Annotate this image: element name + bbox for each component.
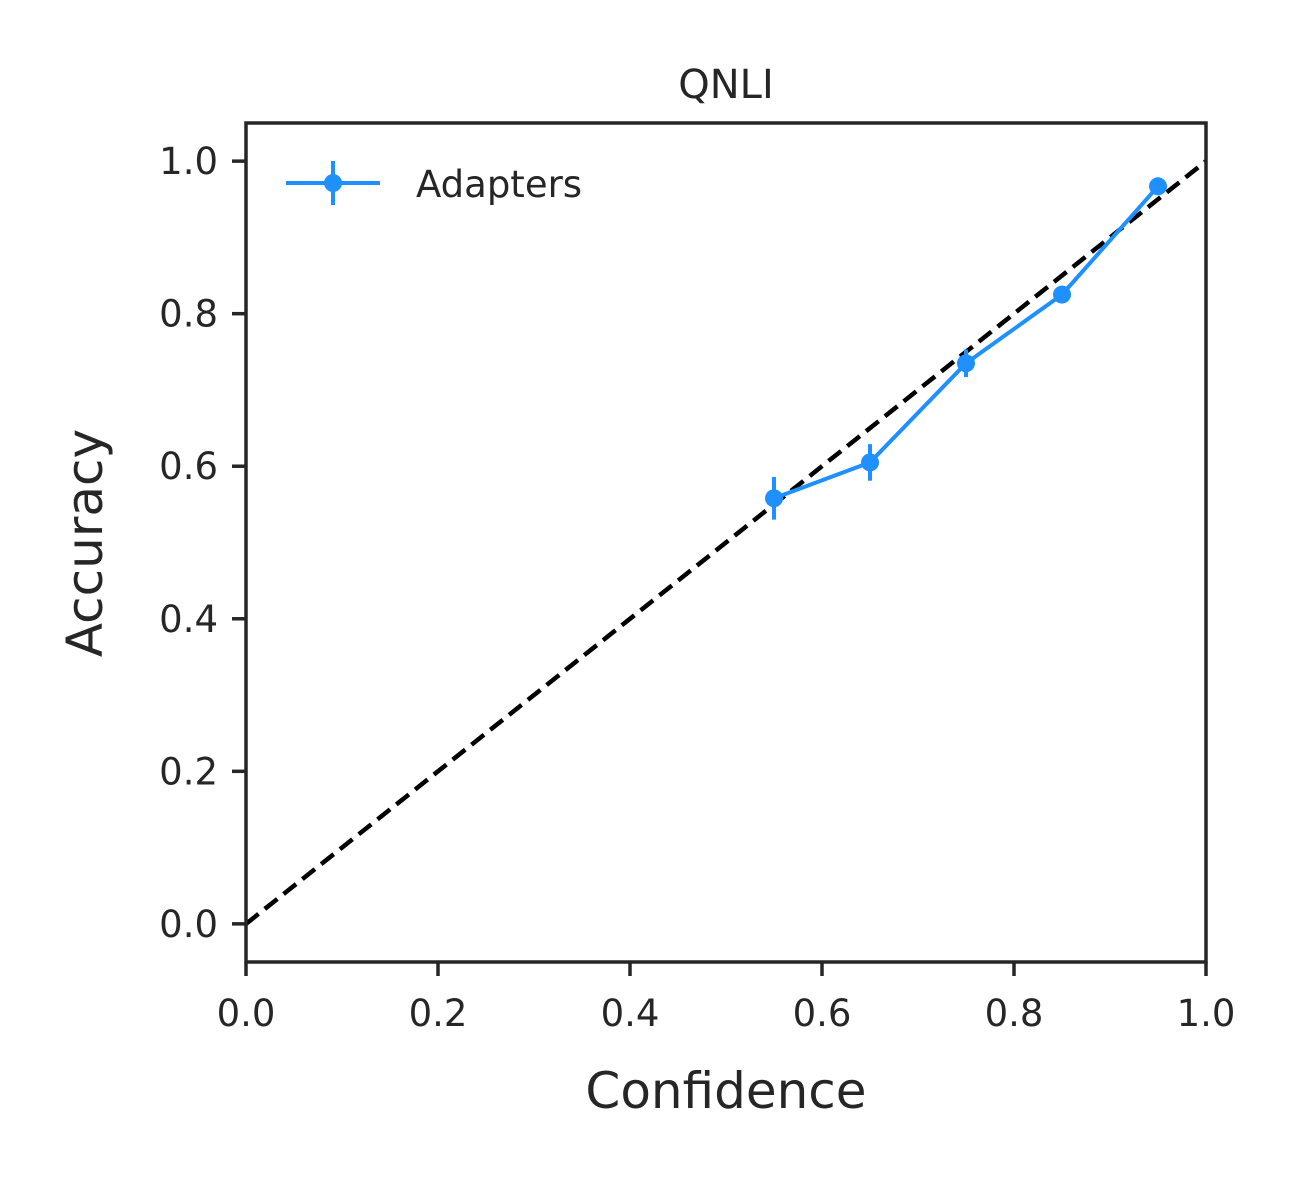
y-tick-label: 0.8 (159, 293, 218, 336)
y-axis-label: Accuracy (56, 429, 114, 657)
data-point (1149, 177, 1167, 196)
y-tick-label: 0.4 (159, 598, 218, 641)
perfect-calibration-line (246, 159, 1206, 926)
y-axis: 0.0 0.2 0.4 0.6 0.8 1.0 (159, 140, 246, 946)
x-axis: 0.0 0.2 0.4 0.6 0.8 1.0 (217, 962, 1236, 1035)
legend-marker (324, 174, 342, 192)
data-point (1053, 285, 1071, 304)
series-line (773, 184, 1160, 501)
plot-area (246, 159, 1206, 926)
plot-frame (244, 121, 1208, 964)
x-tick-label: 0.2 (409, 992, 468, 1035)
legend-label: Adapters (416, 163, 582, 206)
y-tick-label: 0.2 (159, 750, 218, 793)
data-point (957, 354, 975, 373)
legend: Adapters (286, 161, 582, 206)
x-tick-label: 1.0 (1177, 992, 1236, 1035)
data-point (765, 489, 783, 508)
x-axis-label: Confidence (585, 1062, 866, 1120)
y-tick-label: 1.0 (159, 140, 218, 183)
data-point (861, 453, 879, 472)
chart-title: QNLI (678, 62, 774, 108)
x-tick-label: 0.4 (601, 992, 660, 1035)
x-tick-label: 0.6 (793, 992, 852, 1035)
x-tick-label: 0.0 (217, 992, 276, 1035)
y-tick-label: 0.0 (159, 903, 218, 946)
x-tick-label: 0.8 (985, 992, 1044, 1035)
y-tick-label: 0.6 (159, 445, 218, 488)
